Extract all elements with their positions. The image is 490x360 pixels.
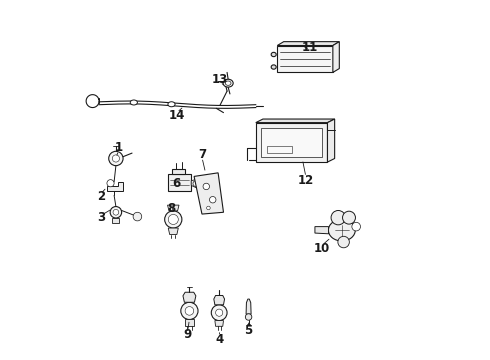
Polygon shape — [315, 226, 329, 234]
Polygon shape — [168, 228, 178, 234]
Circle shape — [181, 302, 198, 319]
Circle shape — [133, 212, 142, 221]
Text: 2: 2 — [97, 190, 105, 203]
Polygon shape — [191, 179, 196, 188]
Polygon shape — [168, 205, 179, 211]
Text: 9: 9 — [183, 328, 192, 341]
Text: 5: 5 — [245, 324, 253, 337]
Text: 12: 12 — [298, 174, 314, 186]
Circle shape — [203, 183, 210, 190]
Polygon shape — [172, 168, 185, 174]
Polygon shape — [246, 299, 251, 314]
Text: 8: 8 — [168, 202, 175, 215]
Polygon shape — [194, 173, 223, 214]
Polygon shape — [327, 119, 335, 162]
Circle shape — [109, 151, 123, 166]
Polygon shape — [107, 182, 123, 191]
Polygon shape — [112, 218, 120, 223]
Polygon shape — [261, 128, 322, 157]
Circle shape — [211, 305, 227, 320]
Circle shape — [165, 211, 182, 228]
Circle shape — [113, 210, 119, 215]
Polygon shape — [333, 42, 339, 72]
Polygon shape — [256, 119, 335, 123]
Ellipse shape — [130, 100, 137, 105]
Ellipse shape — [271, 52, 276, 57]
Circle shape — [338, 236, 349, 248]
Text: 14: 14 — [169, 109, 185, 122]
Text: 3: 3 — [98, 211, 106, 224]
Circle shape — [207, 206, 210, 210]
Circle shape — [168, 215, 178, 225]
Text: 13: 13 — [212, 73, 228, 86]
Ellipse shape — [223, 79, 233, 87]
Polygon shape — [267, 146, 292, 153]
Ellipse shape — [168, 102, 175, 107]
Circle shape — [343, 211, 355, 224]
Polygon shape — [183, 292, 196, 302]
Text: 7: 7 — [198, 148, 206, 161]
Circle shape — [216, 309, 223, 316]
Polygon shape — [277, 42, 339, 45]
Text: 11: 11 — [301, 41, 318, 54]
Text: 1: 1 — [115, 141, 123, 154]
Polygon shape — [214, 296, 224, 305]
Polygon shape — [215, 320, 223, 326]
Circle shape — [112, 155, 120, 162]
Circle shape — [352, 222, 361, 231]
Polygon shape — [256, 123, 327, 162]
Polygon shape — [277, 45, 333, 72]
Text: 4: 4 — [216, 333, 224, 346]
Circle shape — [210, 197, 216, 203]
Circle shape — [193, 181, 199, 186]
Text: 6: 6 — [173, 177, 181, 190]
Circle shape — [331, 211, 345, 225]
Polygon shape — [185, 319, 194, 326]
Circle shape — [110, 207, 122, 218]
Polygon shape — [168, 174, 191, 192]
Circle shape — [245, 314, 252, 320]
Circle shape — [185, 307, 194, 315]
Circle shape — [107, 180, 114, 187]
Ellipse shape — [271, 65, 276, 69]
Ellipse shape — [225, 81, 231, 85]
Ellipse shape — [328, 220, 355, 241]
Text: 10: 10 — [314, 242, 330, 255]
